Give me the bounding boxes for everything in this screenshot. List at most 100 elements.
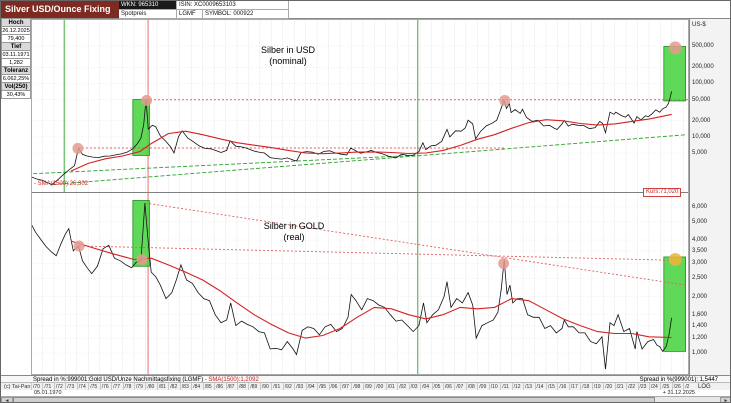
y-axis-tick-label: 1,000 <box>692 350 708 356</box>
year-tick-label: /22 <box>626 383 636 391</box>
scroll-left-button[interactable]: ◄ <box>1 397 13 402</box>
sidebar-stat-value: 6.062,25% <box>1 74 31 83</box>
year-tick-labels: /70/71/72/73/74/75/76/77/78/79/80/81/82/… <box>31 383 689 391</box>
y-axis-column: US-$ 500,000 200,000 100,000 50,000 20,000 10… <box>689 19 730 375</box>
currency-axis-label: US-$ <box>692 22 706 28</box>
sidebar-stat-value: 30,43% <box>1 90 31 99</box>
y-axis-tick-label: 20,000 <box>692 117 711 124</box>
year-tick-label: /09 <box>477 383 487 391</box>
instrument-info-row1: WKN: 965310 ISIN: XC0009653103 <box>119 1 289 10</box>
year-tick-label: /06 <box>443 383 452 391</box>
instrument-info-row2: Spotpreis LGMF SYMBOL: 000922 <box>119 10 289 19</box>
year-tick-label: /76 <box>99 383 109 391</box>
sidebar-stat-label: Toleranz <box>1 66 31 75</box>
quote-type-cell: Spotpreis <box>119 10 177 19</box>
year-tick-label: /75 <box>88 383 98 391</box>
year-tick-label: /20 <box>603 383 613 391</box>
year-tick-label: /08 <box>465 383 475 391</box>
y-axis-tick-label: 1,600 <box>692 311 708 318</box>
year-tick-label: /77 <box>111 383 121 391</box>
top-sma-label: - SMA(1500):26,302 <box>34 181 89 187</box>
y-axis-tick-label: 2,500 <box>692 275 708 282</box>
year-tick-label: /14 <box>534 383 544 391</box>
year-tick-label: /85 <box>202 383 212 391</box>
y-axis-tick-label: 100,000 <box>692 80 714 87</box>
top-panel-annotation: Silber in USD (nominal) <box>223 45 353 67</box>
year-tick-label: /84 <box>191 383 201 391</box>
year-tick-label: /94 <box>305 383 315 391</box>
y-axis-tick-label: 500,000 <box>692 43 714 49</box>
year-tick-label: /81 <box>156 383 166 391</box>
spread-value-label: Spread in %(999001): 1,5447 <box>639 377 718 383</box>
y-axis-tick-label: 2,000 <box>692 293 708 300</box>
exchange-cell: LGMF <box>177 10 203 19</box>
y-axis-tick-label: 5,000 <box>692 218 708 225</box>
year-tick-label: /93 <box>294 383 304 391</box>
bottom-panel-annotation: Silber in GOLD (real) <box>229 221 359 243</box>
log-scale-label: LOG <box>698 384 711 390</box>
year-tick-label: /86 <box>214 383 224 391</box>
year-tick-label: /11 <box>500 383 509 391</box>
year-tick-label: /95 <box>317 383 327 391</box>
last-price-label: Kurs:71,020 <box>643 188 682 197</box>
copyright-label: (c) Tai-Pan <box>4 384 31 390</box>
symbol-cell: SYMBOL: 000922 <box>203 10 289 19</box>
year-tick-label: /98 <box>351 383 361 391</box>
bottom-annotation-line1: Silber in GOLD <box>263 221 325 231</box>
sidebar-stat-value: 03.11.1971 <box>1 50 31 59</box>
wkn-cell: WKN: 965310 <box>119 1 177 10</box>
year-tick-label: /87 <box>225 383 235 391</box>
scrollbar-thumb[interactable] <box>13 397 655 402</box>
year-tick-label: /88 <box>237 383 246 391</box>
year-tick-label: /96 <box>328 383 338 391</box>
year-tick-label: /25 <box>660 383 670 391</box>
year-tick-label: /26 <box>671 383 681 391</box>
y-axis-tick-label: 50,000 <box>692 96 711 103</box>
spread-label-text: Spread in %:999001:Gold USD/Unze Nachmit… <box>33 377 204 383</box>
year-tick-label: /15 <box>546 383 555 391</box>
spread-series-label: Spread in %:999001:Gold USD/Unze Nachmit… <box>33 377 259 383</box>
y-axis-tick-label: 3,500 <box>692 247 708 254</box>
instrument-info: WKN: 965310 ISIN: XC0009653103 Spotpreis… <box>119 1 289 19</box>
year-tick-label: /02 <box>397 383 407 391</box>
year-tick-label: /82 <box>168 383 178 391</box>
year-tick-label: /73 <box>65 383 75 391</box>
year-tick-label: /05 <box>431 383 441 391</box>
year-tick-label: /21 <box>614 383 624 391</box>
year-tick-label: /17 <box>568 383 578 391</box>
sidebar-stat-value: 26.12.2025 <box>1 26 31 35</box>
year-tick-label: /07 <box>454 383 464 391</box>
scroll-right-button[interactable]: ► <box>720 397 730 402</box>
year-tick-label: /13 <box>523 383 533 391</box>
year-tick-label: /99 <box>362 383 372 391</box>
year-tick-label: /19 <box>591 383 601 391</box>
year-tick-label: /24 <box>648 383 658 391</box>
y-axis-tick-label: 6,000 <box>692 204 708 211</box>
year-tick-label: /12 <box>511 383 521 391</box>
horizontal-scrollbar[interactable]: ◄ ► <box>1 396 730 402</box>
year-tick-label: /18 <box>580 383 590 391</box>
year-tick-label: /78 <box>122 383 132 391</box>
window-title: Silver USD/Ounce Fixing <box>1 1 119 18</box>
year-tick-label: /79 <box>134 383 143 391</box>
year-tick-label: /70 <box>31 383 40 391</box>
top-annotation-line2: (nominal) <box>269 56 307 66</box>
year-tick-label: /10 <box>488 383 498 391</box>
year-tick-label: /97 <box>340 383 349 391</box>
year-tick-label: /71 <box>42 383 52 391</box>
start-date-label: 05.01.1970 <box>34 390 62 396</box>
year-tick-label: /80 <box>145 383 155 391</box>
y-axis-tick-label: 5,000 <box>692 150 708 156</box>
bottom-annotation-line2: (real) <box>283 232 305 242</box>
year-tick-label: /72 <box>53 383 63 391</box>
top-annotation-line1: Silber in USD <box>260 45 316 55</box>
y-axis-tick-label: 1,200 <box>692 335 708 342</box>
date-range-row: 05.01.1970 + 31.12.2025 <box>1 390 730 396</box>
x-axis-row: (c) Tai-Pan /70/71/72/73/74/75/76/77/78/… <box>1 382 730 391</box>
year-tick-label: /89 <box>248 383 258 391</box>
y-axis-tick-label: 1,400 <box>692 322 708 329</box>
spread-sma-label: - SMA(1500):1,2092 <box>204 377 259 383</box>
year-tick-label: /92 <box>282 383 292 391</box>
year-tick-label: /91 <box>271 383 281 391</box>
